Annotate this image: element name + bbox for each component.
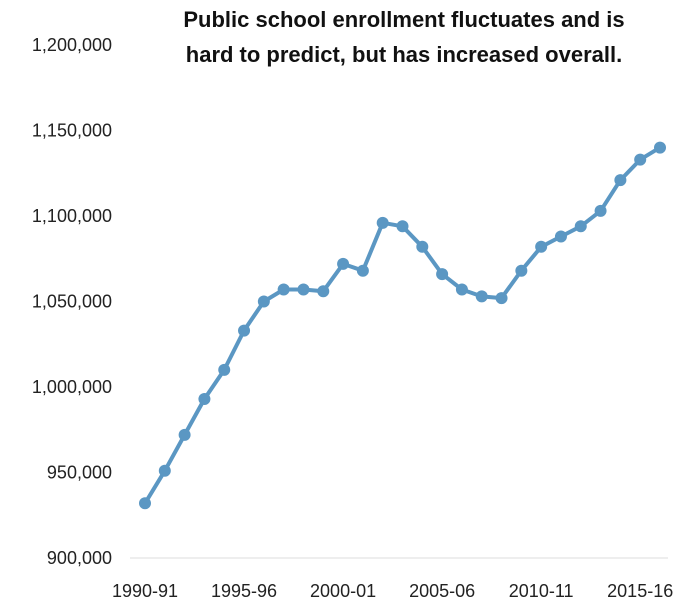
data-point-1998-99	[297, 283, 310, 296]
x-axis: 1990-91 1995-96 2000-01 2005-06 2010-11 2015-…	[112, 581, 673, 601]
y-tick-label: 950,000	[47, 463, 112, 483]
series-group	[139, 141, 666, 510]
data-point-1999-00	[317, 285, 330, 298]
x-tick-label: 2010-11	[509, 581, 574, 601]
data-point-1995-96	[238, 324, 251, 337]
data-point-2001-02	[356, 264, 369, 277]
x-tick-label: 1995-96	[211, 581, 277, 601]
data-point-2002-03	[376, 216, 389, 229]
data-point-2013-14	[594, 204, 607, 217]
data-point-2000-01	[337, 257, 350, 270]
x-tick-label: 2005-06	[409, 581, 475, 601]
y-tick-label: 1,100,000	[32, 206, 112, 226]
data-point-1991-92	[158, 464, 171, 477]
chart-title: Public school enrollment fluctuates and …	[183, 7, 624, 67]
x-tick-label: 2015-16	[607, 581, 673, 601]
data-point-2009-10	[515, 264, 528, 277]
data-point-1997-98	[277, 283, 290, 296]
y-tick-label: 900,000	[47, 548, 112, 568]
chart-title-line-1: Public school enrollment fluctuates and …	[183, 7, 624, 32]
data-point-2008-09	[495, 292, 508, 305]
data-point-1994-95	[218, 363, 231, 376]
data-point-2016-17	[654, 141, 666, 154]
data-point-2010-11	[535, 240, 548, 253]
x-tick-label: 2000-01	[310, 581, 376, 601]
enrollment-series-line	[143, 145, 662, 506]
data-point-2007-08	[475, 290, 488, 303]
data-point-2014-15	[614, 174, 627, 187]
data-point-2003-04	[396, 220, 409, 233]
y-tick-label: 1,200,000	[32, 35, 112, 55]
data-point-1996-97	[257, 295, 270, 308]
data-point-2005-06	[436, 268, 449, 281]
data-point-1992-93	[178, 428, 191, 441]
y-tick-label: 1,050,000	[32, 292, 112, 312]
y-axis: 900,000 950,000 1,000,000 1,050,000 1,100,00…	[32, 35, 112, 568]
chart-title-line-2: hard to predict, but has increased overa…	[186, 42, 622, 67]
data-point-1993-94	[198, 392, 211, 405]
data-point-2015-16	[634, 153, 647, 166]
data-point-2004-05	[416, 240, 429, 253]
data-point-2011-12	[554, 230, 567, 243]
y-tick-label: 1,150,000	[32, 121, 112, 141]
x-tick-label: 1990-91	[112, 581, 178, 601]
data-point-2006-07	[455, 283, 468, 296]
y-tick-label: 1,000,000	[32, 377, 112, 397]
data-point-1990-91	[139, 497, 151, 510]
data-point-2012-13	[574, 220, 587, 233]
